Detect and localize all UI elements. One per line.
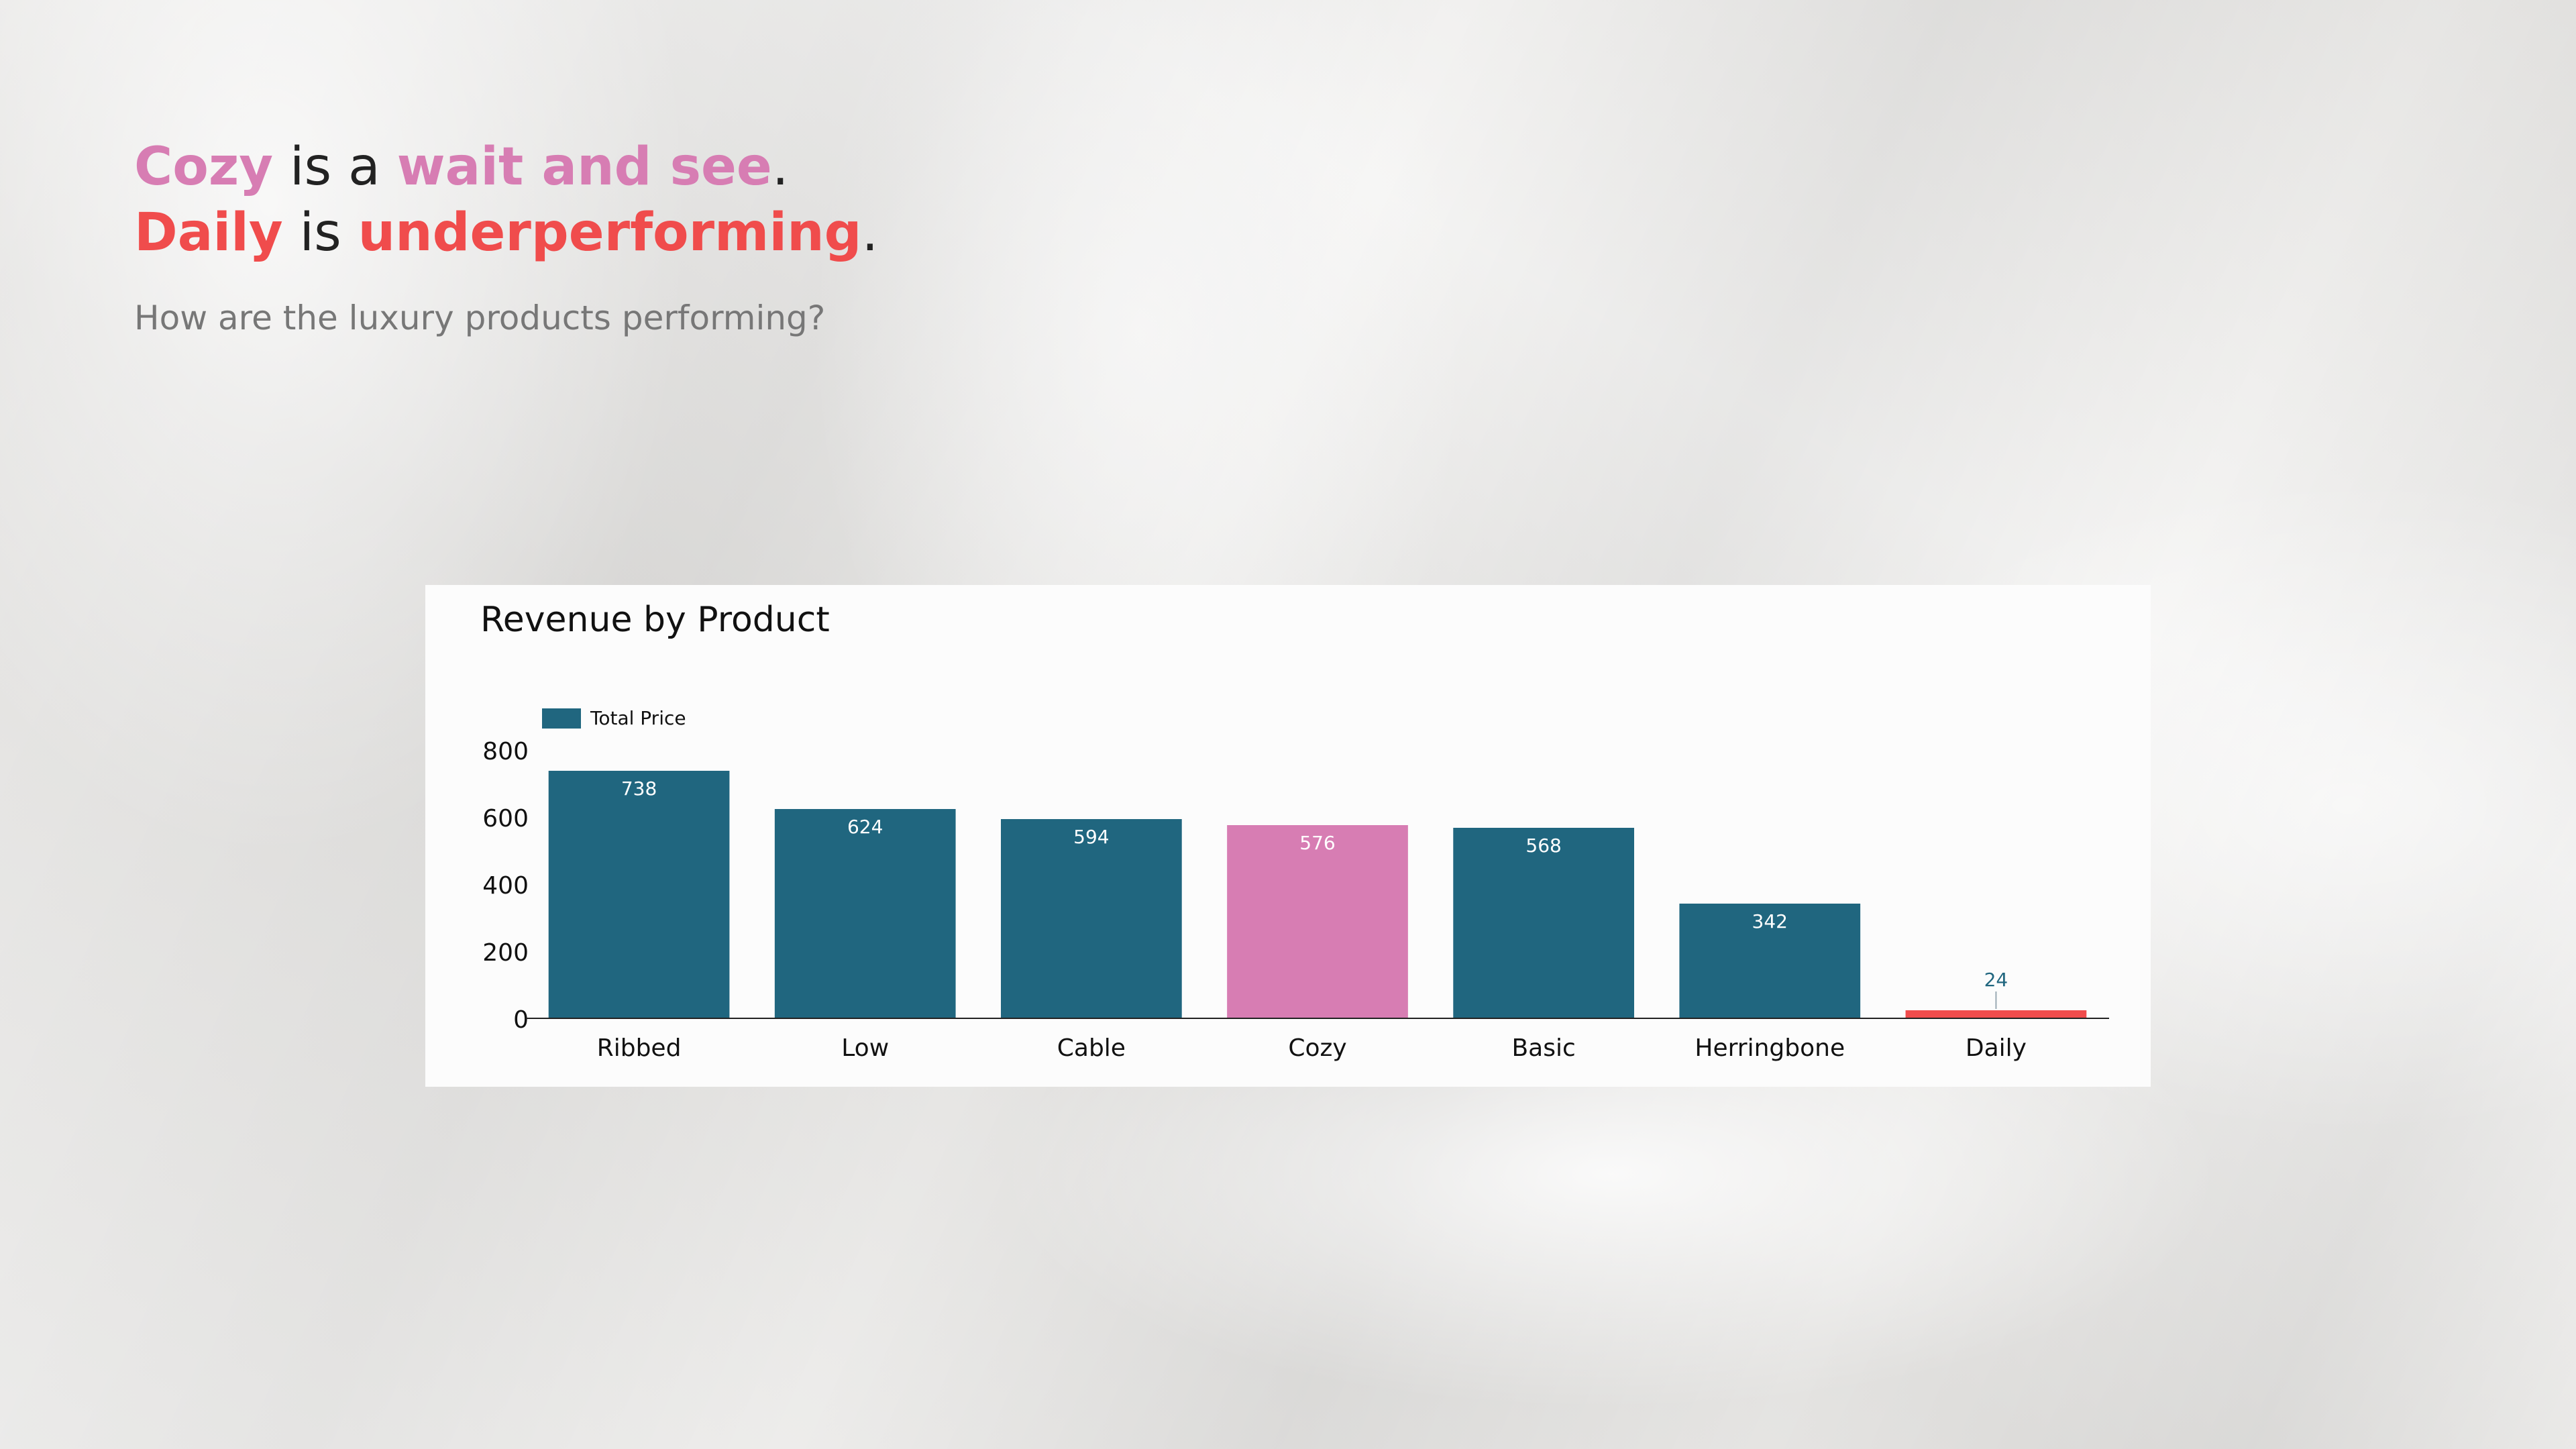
bar — [1905, 1010, 2087, 1018]
bar — [548, 771, 730, 1018]
data-label: 738 — [621, 777, 657, 800]
headline-text: is a — [273, 137, 397, 197]
bar-chart: 0 200 400 600 800 738 Ribbed 624 Low 594 Cable 576 C… — [482, 738, 2109, 1062]
headline-line-2: Daily is underperforming. — [134, 200, 878, 266]
data-label: 568 — [1525, 835, 1561, 857]
headline-product-cozy: Cozy — [134, 137, 274, 197]
y-tick-label: 200 — [482, 939, 529, 967]
bar — [1001, 819, 1182, 1018]
x-tick-label: Cable — [1057, 1034, 1126, 1062]
headline-period: . — [771, 137, 789, 197]
subtitle: How are the luxury products performing? — [134, 299, 826, 337]
chart-card: Revenue by Product Total Price 0 200 400 60… — [425, 585, 2151, 1087]
x-tick-label: Herringbone — [1695, 1034, 1845, 1062]
data-label: 576 — [1299, 832, 1335, 854]
bar — [1679, 904, 1861, 1018]
legend-label: Total Price — [590, 707, 686, 729]
headline-status-underperforming: underperforming — [358, 203, 862, 263]
headline-product-daily: Daily — [134, 203, 283, 263]
y-tick-label: 600 — [482, 805, 529, 833]
y-tick-label: 800 — [482, 738, 529, 765]
headline-text: is — [282, 203, 358, 263]
x-tick-label: Cozy — [1288, 1034, 1346, 1062]
bar — [774, 809, 956, 1018]
data-label: 342 — [1752, 910, 1788, 932]
data-label: 594 — [1073, 826, 1109, 848]
y-tick-label: 400 — [482, 872, 529, 900]
data-label: 24 — [1984, 969, 2008, 991]
x-tick-label: Basic — [1511, 1034, 1575, 1062]
chart-legend: Total Price — [542, 707, 686, 729]
headline-status-wait-and-see: wait and see — [396, 137, 772, 197]
headline-line-1: Cozy is a wait and see. — [134, 134, 878, 200]
data-label: 624 — [847, 816, 883, 838]
bar — [1227, 825, 1408, 1018]
bar — [1453, 828, 1634, 1018]
x-tick-label: Low — [841, 1034, 889, 1062]
headline-period: . — [861, 203, 879, 263]
y-tick-label: 0 — [513, 1006, 529, 1034]
legend-swatch — [542, 708, 581, 729]
headline: Cozy is a wait and see. Daily is underpe… — [134, 134, 878, 266]
x-tick-label: Ribbed — [597, 1034, 682, 1062]
chart-title: Revenue by Product — [480, 600, 830, 640]
x-tick-label: Daily — [1966, 1034, 2027, 1062]
